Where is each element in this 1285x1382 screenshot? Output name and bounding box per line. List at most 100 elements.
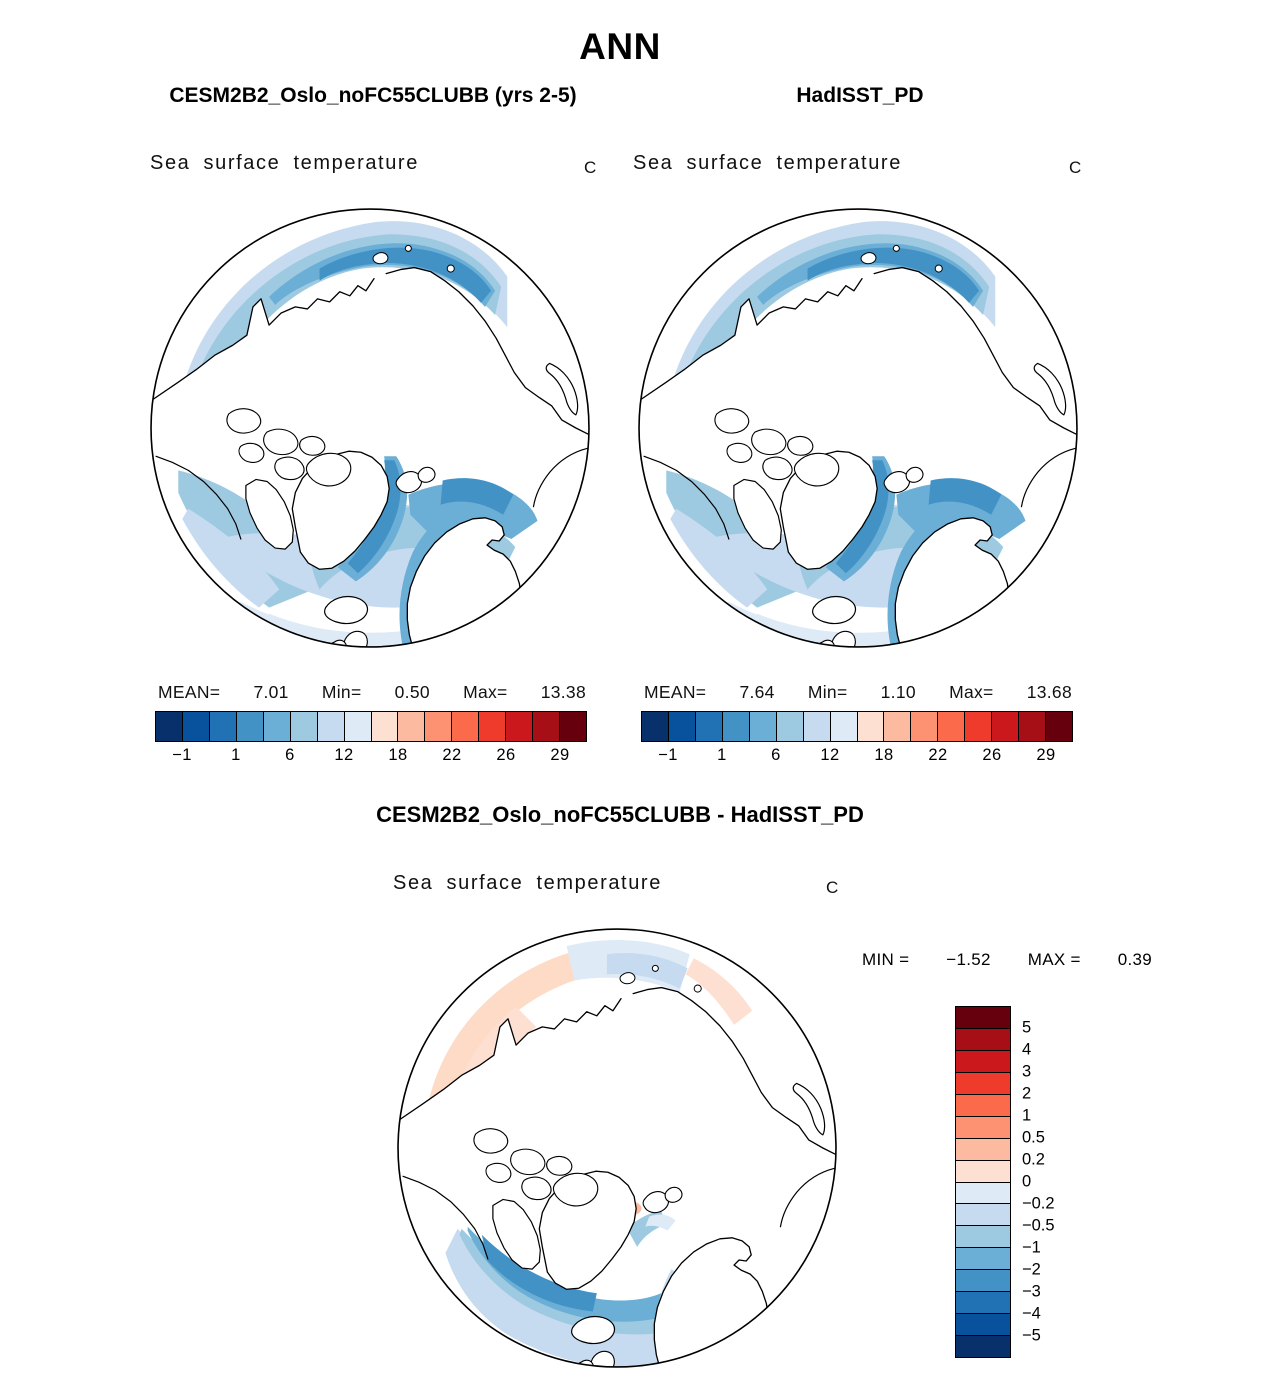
colorbar-tick-label: 29 bbox=[1036, 746, 1056, 764]
colorbar-cell bbox=[965, 712, 993, 741]
diff-minmax-row: MIN = −1.52 MAX = 0.39 bbox=[862, 950, 1152, 970]
diff-max-label: MAX = bbox=[1027, 950, 1081, 969]
units-label-obs: C bbox=[1069, 158, 1083, 177]
stat-max-label: Max= bbox=[949, 682, 994, 702]
colorbar-cell bbox=[317, 712, 345, 741]
colorbar-cell bbox=[263, 712, 291, 741]
stat-max-label: Max= bbox=[463, 682, 508, 702]
stat-mean-label: MEAN= bbox=[644, 682, 707, 702]
colorbar-tick-label: −0.5 bbox=[1022, 1216, 1055, 1235]
colorbar-cell bbox=[668, 712, 696, 741]
colorbar-cell bbox=[956, 1028, 1010, 1051]
colorbar-cell bbox=[956, 1072, 1010, 1095]
colorbar-cell bbox=[182, 712, 210, 741]
colorbar-cell bbox=[425, 712, 453, 741]
diff-max-value: 0.39 bbox=[1117, 950, 1152, 969]
stat-min-label: Min= bbox=[321, 682, 362, 702]
colorbar-cell bbox=[156, 712, 183, 741]
colorbar-tick-label: 3 bbox=[1022, 1062, 1032, 1081]
colorbar-cell bbox=[884, 712, 912, 741]
colorbar-tick-label: 12 bbox=[334, 746, 354, 764]
colorbar-cell bbox=[695, 712, 723, 741]
colorbar-cell bbox=[479, 712, 507, 741]
colorbar-tick-label: 1 bbox=[717, 746, 727, 764]
colorbar-cell bbox=[749, 712, 777, 741]
polar-map-sst-diff bbox=[397, 928, 837, 1368]
colorbar-tick-label: 26 bbox=[982, 746, 1002, 764]
colorbar-tick-label: 0.5 bbox=[1022, 1128, 1045, 1147]
variable-label-obs: Sea surface temperature bbox=[633, 152, 902, 174]
colorbar-cell bbox=[209, 712, 237, 741]
panel-obs-header: HadISST_PD bbox=[796, 84, 924, 107]
colorbar-cell bbox=[956, 1050, 1010, 1073]
stat-mean-value: 7.64 bbox=[739, 682, 775, 702]
colorbar-tick-label: −1 bbox=[1022, 1238, 1041, 1257]
stat-min-label: Min= bbox=[807, 682, 848, 702]
diff-min-value: −1.52 bbox=[946, 950, 991, 969]
colorbar-cell bbox=[398, 712, 426, 741]
diff-colorbar bbox=[955, 1006, 1011, 1358]
colorbar-cell bbox=[857, 712, 885, 741]
colorbar-cell bbox=[956, 1138, 1010, 1161]
map-boundary-circle bbox=[638, 208, 1078, 648]
stat-mean-value: 7.01 bbox=[253, 682, 289, 702]
colorbar-tick-label: 29 bbox=[550, 746, 570, 764]
map-boundary-circle bbox=[397, 928, 837, 1368]
units-label-model: C bbox=[584, 158, 598, 177]
colorbar-tick-label: −1 bbox=[172, 746, 192, 764]
colorbar-tick-label: 6 bbox=[285, 746, 295, 764]
stat-min-value: 1.10 bbox=[880, 682, 916, 702]
stat-mean-label: MEAN= bbox=[158, 682, 221, 702]
colorbar-tick-label: 26 bbox=[496, 746, 516, 764]
colorbar-cell bbox=[371, 712, 399, 741]
colorbar-tick-label: 22 bbox=[442, 746, 462, 764]
colorbar-cell bbox=[956, 1204, 1010, 1227]
colorbar-cell bbox=[722, 712, 750, 741]
colorbar-tick-label: 0 bbox=[1022, 1172, 1032, 1191]
colorbar-cell bbox=[911, 712, 939, 741]
panel-model-header: CESM2B2_Oslo_noFC55CLUBB (yrs 2-5) bbox=[169, 84, 577, 107]
sst-colorbar-ticks-model: −1 1 6 12 18 22 26 29 bbox=[155, 746, 587, 768]
stats-row-obs: MEAN= 7.64 Min= 1.10 Max= 13.68 bbox=[644, 682, 1072, 703]
colorbar-cell bbox=[236, 712, 264, 741]
colorbar-tick-label: 4 bbox=[1022, 1040, 1032, 1059]
colorbar-tick-label: −3 bbox=[1022, 1282, 1041, 1301]
colorbar-cell bbox=[344, 712, 372, 741]
stats-row-model: MEAN= 7.01 Min= 0.50 Max= 13.38 bbox=[158, 682, 586, 703]
colorbar-cell bbox=[830, 712, 858, 741]
colorbar-cell bbox=[506, 712, 534, 741]
sst-colorbar-ticks-obs: −1 1 6 12 18 22 26 29 bbox=[641, 746, 1073, 768]
map-boundary-circle bbox=[150, 208, 590, 648]
colorbar-cell bbox=[290, 712, 318, 741]
colorbar-tick-label: 1 bbox=[231, 746, 241, 764]
colorbar-cell bbox=[1046, 712, 1072, 741]
polar-map-sst-model bbox=[150, 208, 590, 648]
colorbar-cell bbox=[956, 1182, 1010, 1205]
colorbar-tick-label: −2 bbox=[1022, 1260, 1041, 1279]
variable-label-model: Sea surface temperature bbox=[150, 152, 419, 174]
colorbar-tick-label: −1 bbox=[658, 746, 678, 764]
colorbar-cell bbox=[956, 1336, 1010, 1357]
colorbar-cell bbox=[956, 1248, 1010, 1271]
diff-colorbar-ticks: 5 4 3 2 1 0.5 0.2 0 −0.2 −0.5 −1 −2 −3 −4 −5 bbox=[1022, 1006, 1092, 1358]
colorbar-tick-label: 2 bbox=[1022, 1084, 1032, 1103]
colorbar-cell bbox=[956, 1292, 1010, 1315]
colorbar-tick-label: −5 bbox=[1022, 1326, 1041, 1345]
colorbar-cell bbox=[956, 1226, 1010, 1249]
colorbar-tick-label: 1 bbox=[1022, 1106, 1032, 1125]
colorbar-cell bbox=[956, 1270, 1010, 1293]
colorbar-cell bbox=[452, 712, 480, 741]
stat-max-value: 13.38 bbox=[540, 682, 586, 702]
colorbar-cell bbox=[560, 712, 586, 741]
page-title: ANN bbox=[579, 26, 661, 67]
colorbar-tick-label: 5 bbox=[1022, 1018, 1032, 1037]
colorbar-tick-label: 22 bbox=[928, 746, 948, 764]
colorbar-cell bbox=[803, 712, 831, 741]
colorbar-tick-label: 18 bbox=[874, 746, 894, 764]
colorbar-tick-label: 0.2 bbox=[1022, 1150, 1045, 1169]
diff-min-label: MIN = bbox=[862, 950, 910, 969]
colorbar-cell bbox=[992, 712, 1020, 741]
colorbar-cell bbox=[956, 1007, 1010, 1029]
variable-label-diff: Sea surface temperature bbox=[393, 872, 662, 894]
